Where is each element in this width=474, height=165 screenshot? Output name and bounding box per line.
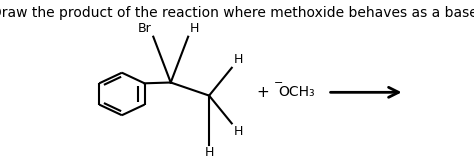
Text: H: H	[190, 22, 199, 35]
Text: OCH₃: OCH₃	[278, 85, 314, 99]
Text: Br: Br	[138, 22, 152, 35]
Text: H: H	[234, 53, 243, 66]
Text: −: −	[273, 78, 283, 87]
Text: H: H	[204, 146, 214, 159]
Text: +: +	[257, 85, 270, 100]
Text: Draw the product of the reaction where methoxide behaves as a base.: Draw the product of the reaction where m…	[0, 6, 474, 20]
Text: H: H	[234, 125, 243, 138]
